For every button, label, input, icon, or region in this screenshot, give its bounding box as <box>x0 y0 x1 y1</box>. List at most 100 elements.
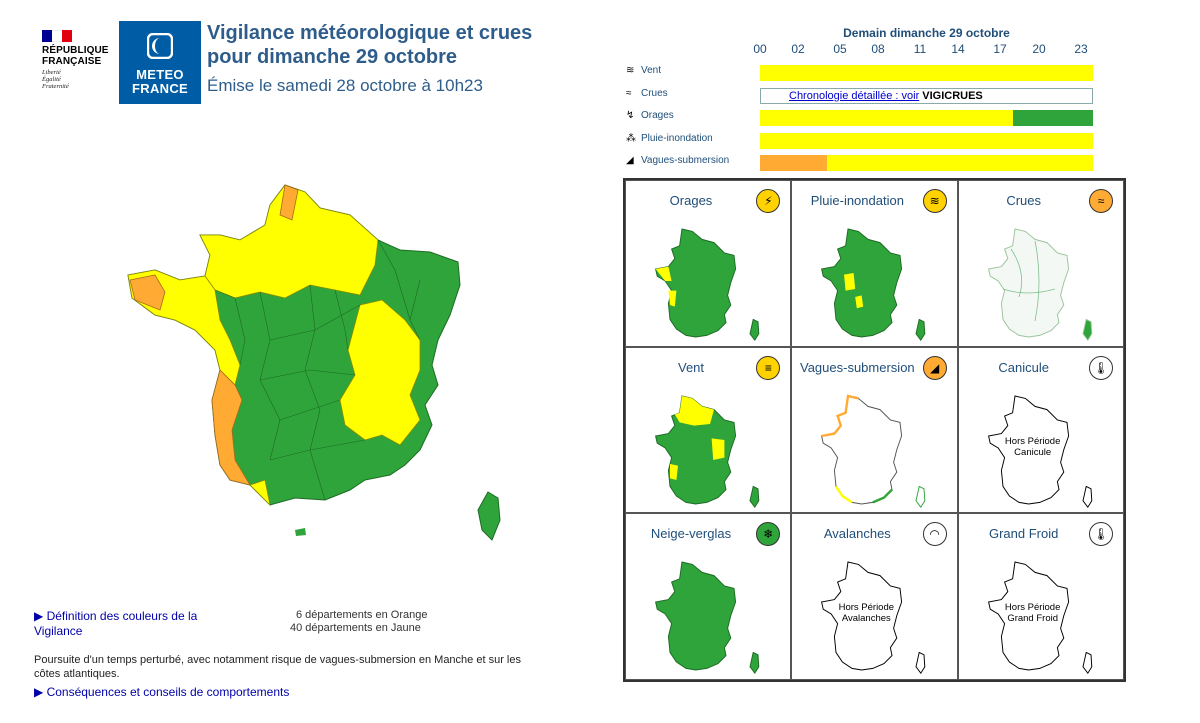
small-france-map <box>821 394 926 508</box>
timeline-hours: 00 02 05 08 11 14 17 20 23 <box>753 42 1100 56</box>
forecast-comment: Poursuite d'un temps perturbé, avec nota… <box>34 654 521 680</box>
timeline-hour: 17 <box>993 42 1007 56</box>
hazard-badge-icon: ◠ <box>922 522 947 547</box>
vigilance-cell[interactable]: Canicule 🌡 Hors Période Canicule <box>957 346 1124 514</box>
hazard-badge-icon: ❄ <box>756 522 781 547</box>
small-france-map <box>655 395 760 508</box>
timeline-label-text: Vagues-submersion <box>641 155 730 166</box>
off-season-line-1: Hors Période <box>1004 602 1061 614</box>
yellow-coastal-band <box>249 479 271 507</box>
timeline-segment <box>826 155 1093 171</box>
page-title: Vigilance météorologique et crues pour d… <box>207 21 532 69</box>
off-season-line-1: Hors Période <box>838 602 895 614</box>
consequences-link[interactable]: ▶ Conséquences et conseils de comporteme… <box>34 685 290 699</box>
vigilance-cell[interactable]: Vagues-submersion ◢ <box>791 346 958 514</box>
vigilance-cell[interactable]: Neige-verglas ❄ <box>625 513 792 680</box>
timeline-title: Demain dimanche 29 octobre <box>843 26 1010 40</box>
vigilance-cell[interactable]: Orages ⚡ <box>625 180 792 347</box>
timeline-segment <box>760 110 1014 126</box>
cell-title: Crues <box>1006 193 1041 208</box>
lightning-icon: ↯ <box>626 110 635 121</box>
cell-title: Vagues-submersion <box>800 359 915 375</box>
timeline-row[interactable]: ≈ Crues Chronologie détaillée : voir VIGICR… <box>626 87 1096 104</box>
off-season-label: Hors Période Canicule <box>973 436 1093 458</box>
department-borders <box>214 239 421 501</box>
small-france-map <box>987 561 1092 675</box>
timeline-row-label: ≋ Vent <box>626 65 661 76</box>
hazard-badge-icon: ≈ <box>1088 189 1113 213</box>
timeline-bar <box>760 65 1093 81</box>
meteo-france-mark-icon <box>146 32 174 60</box>
french-flag-icon <box>42 30 72 42</box>
cell-title: Canicule <box>998 359 1049 375</box>
timeline-segment <box>1013 110 1093 126</box>
republique-line-1: RÉPUBLIQUE <box>42 45 109 56</box>
vigilance-cell[interactable]: Vent ≡ <box>625 346 792 514</box>
hazard-badge-icon: ⚡ <box>756 189 781 213</box>
small-france-map <box>655 228 760 342</box>
france-vigilance-map[interactable] <box>120 180 510 550</box>
motto-3: Fraternité <box>42 83 69 90</box>
cell-title: Neige-verglas <box>650 526 732 542</box>
timeline-hour: 00 <box>753 42 767 56</box>
off-season-line-2: Grand Froid <box>1007 613 1058 625</box>
vigilance-cell[interactable]: Avalanches ◠ Hors Période Avalanches <box>791 513 958 680</box>
meteo-france-logo[interactable]: METEO FRANCE <box>119 21 201 104</box>
timeline-bar <box>760 155 1093 171</box>
mf-line-2: FRANCE <box>132 81 188 96</box>
off-season-label: Hors Période Avalanches <box>806 602 926 624</box>
wind-icon: ≋ <box>626 65 635 76</box>
timeline-hour: 11 <box>913 42 927 56</box>
timeline-segment <box>760 155 827 171</box>
yellow-zone-east <box>339 299 421 446</box>
timeline-segment <box>760 65 1093 81</box>
timeline-row[interactable]: ≋ Vent <box>626 65 1096 81</box>
title-line-1: Vigilance météorologique et crues <box>207 22 533 44</box>
timeline-hour: 20 <box>1032 42 1046 56</box>
cell-title: Orages <box>669 193 713 208</box>
hazard-badge-icon: ◢ <box>922 355 947 380</box>
small-france-map <box>821 228 926 342</box>
small-france-map <box>987 395 1092 508</box>
hazard-badge-icon: ≋ <box>922 189 947 213</box>
small-france-map <box>987 228 1092 342</box>
timeline-hour: 08 <box>871 42 885 56</box>
vigilance-cell[interactable]: Grand Froid 🌡 Hors Période Grand Froid <box>957 513 1124 680</box>
timeline-bar <box>760 110 1093 126</box>
timeline-segment <box>760 132 1093 149</box>
cell-title: Grand Froid <box>988 526 1059 542</box>
definition-link[interactable]: ▶ Définition des couleurs de la Vigilanc… <box>34 609 198 638</box>
timeline-hour: 05 <box>833 42 847 56</box>
timeline-row-label: ⁂ Pluie-inondation <box>626 133 713 144</box>
timeline-row-label: ↯ Orages <box>626 110 674 121</box>
hazard-badge-icon: 🌡 <box>1088 355 1113 380</box>
timeline-hour: 14 <box>951 42 965 56</box>
timeline-row[interactable]: ↯ Orages <box>626 110 1096 126</box>
timeline-hour: 23 <box>1074 42 1088 56</box>
hazard-badge-icon: ≡ <box>756 355 781 380</box>
timeline-bar <box>760 132 1093 149</box>
timeline-label-text: Vent <box>641 65 662 76</box>
cell-title: Vent <box>677 359 705 375</box>
cell-title: Avalanches <box>823 526 891 542</box>
republique-line-2: FRANÇAISE <box>42 56 102 67</box>
vigicrues-logo-text: VIGICRUES <box>922 89 983 102</box>
small-france-map <box>821 561 926 675</box>
vigilance-cell[interactable]: Crues ≈ <box>957 180 1124 347</box>
rain-flood-icon: ⁂ <box>626 132 636 144</box>
corsica-shape <box>477 491 501 541</box>
vigicrues-link[interactable]: Chronologie détaillée : voir <box>789 89 920 102</box>
vigilance-cell[interactable]: Pluie-inondation ≋ <box>791 180 958 347</box>
mediterranean-island <box>295 528 306 536</box>
timeline-label-text: Orages <box>641 110 674 121</box>
republique-francaise-logo: RÉPUBLIQUE FRANÇAISE Liberté Égalité Fra… <box>42 30 112 90</box>
waves-icon: ≈ <box>626 87 632 99</box>
hazard-badge-icon: 🌡 <box>1088 522 1113 547</box>
title-line-2: pour dimanche 29 octobre <box>207 46 458 68</box>
off-season-line-2: Avalanches <box>841 613 891 625</box>
timeline-row[interactable]: ◢ Vagues-submersion <box>626 155 1096 171</box>
timeline-row[interactable]: ⁂ Pluie-inondation <box>626 132 1096 149</box>
orange-zone-manche <box>279 184 299 221</box>
mf-line-1: METEO <box>136 67 184 82</box>
timeline-hour: 02 <box>791 42 805 56</box>
